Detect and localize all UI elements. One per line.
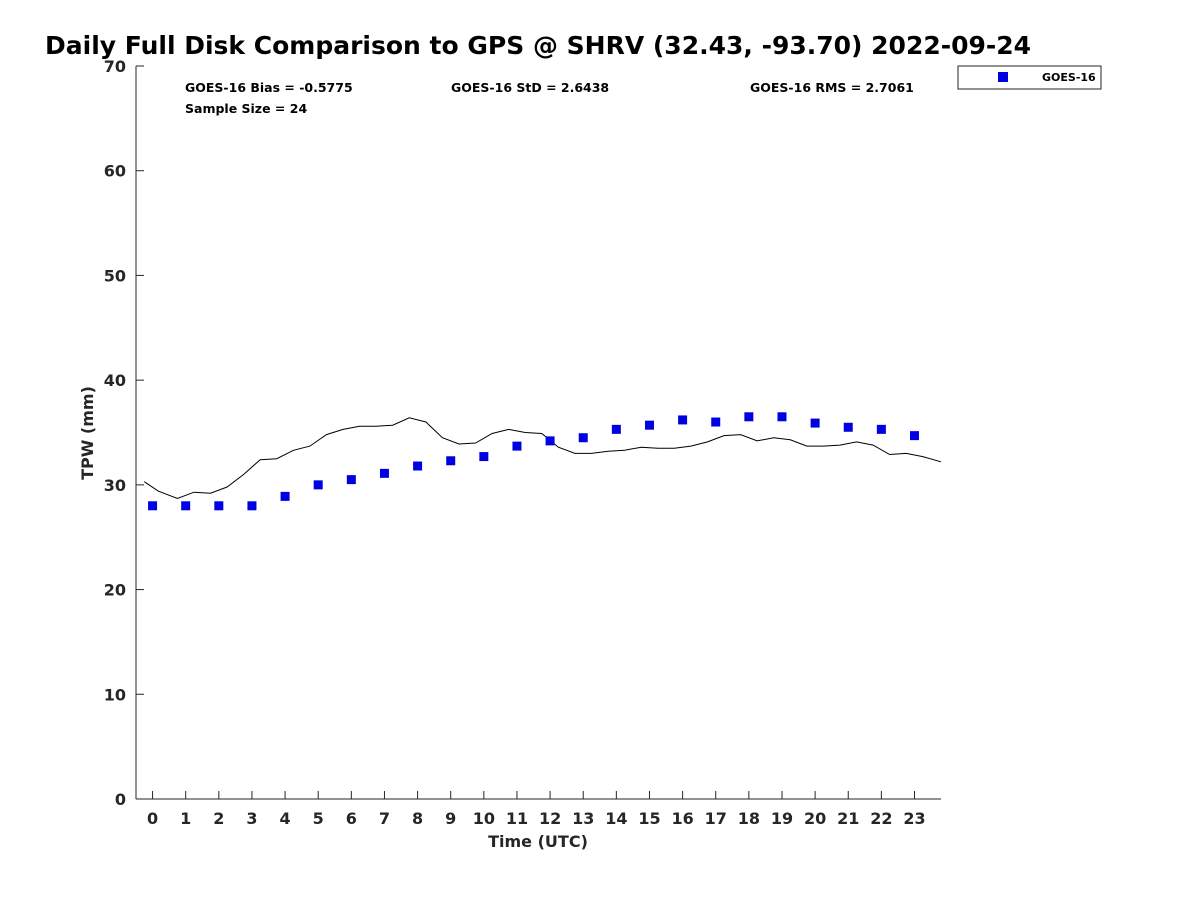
legend-marker-square bbox=[998, 72, 1008, 82]
goes-16-point bbox=[777, 412, 787, 422]
x-tick-label: 4 bbox=[280, 809, 291, 828]
goes-16-point bbox=[413, 461, 423, 471]
x-tick-label: 15 bbox=[638, 809, 660, 828]
x-tick-label: 10 bbox=[473, 809, 495, 828]
x-tick-label: 23 bbox=[903, 809, 925, 828]
gps-series-line bbox=[144, 417, 942, 500]
x-tick-label: 22 bbox=[870, 809, 892, 828]
x-tick-label: 6 bbox=[346, 809, 357, 828]
goes-16-point bbox=[578, 433, 588, 443]
x-axis-label: Time (UTC) bbox=[488, 832, 588, 851]
goes-16-point bbox=[379, 468, 389, 478]
legend: GOES-16 bbox=[957, 65, 1102, 90]
x-tick-label: 16 bbox=[671, 809, 693, 828]
x-tick-label: 14 bbox=[605, 809, 627, 828]
y-tick-label: 60 bbox=[104, 162, 126, 181]
x-tick-label: 7 bbox=[379, 809, 390, 828]
x-tick-label: 1 bbox=[180, 809, 191, 828]
legend-box bbox=[957, 65, 1102, 90]
goes-16-point bbox=[810, 418, 820, 428]
y-tick-label: 70 bbox=[104, 57, 126, 76]
y-tick-label: 40 bbox=[104, 371, 126, 390]
chart-title: Daily Full Disk Comparison to GPS @ SHRV… bbox=[45, 31, 1031, 60]
goes-16-point bbox=[843, 422, 853, 432]
goes-16-point bbox=[644, 420, 654, 430]
y-tick-label: 30 bbox=[104, 476, 126, 495]
goes-16-point bbox=[313, 480, 323, 490]
y-tick-label: 10 bbox=[104, 685, 126, 704]
goes-16-point bbox=[512, 441, 522, 451]
x-tick-label: 0 bbox=[147, 809, 158, 828]
goes-16-point bbox=[909, 431, 919, 441]
x-tick-label: 8 bbox=[412, 809, 423, 828]
x-tick-label: 19 bbox=[771, 809, 793, 828]
y-tick-label: 0 bbox=[115, 790, 126, 809]
x-tick-label: 2 bbox=[213, 809, 224, 828]
goes-16-point bbox=[446, 456, 456, 466]
stat-std: GOES-16 StD = 2.6438 bbox=[451, 80, 609, 95]
goes-16-point bbox=[678, 415, 688, 425]
goes-16-point bbox=[711, 417, 721, 427]
goes-16-point bbox=[876, 424, 886, 434]
goes-16-points bbox=[148, 412, 919, 511]
x-tick-label: 21 bbox=[837, 809, 859, 828]
y-tick-label: 50 bbox=[104, 266, 126, 285]
legend-label: GOES-16 bbox=[1042, 71, 1096, 84]
goes-16-point bbox=[611, 424, 621, 434]
goes-16-point bbox=[545, 436, 555, 446]
x-tick-label: 17 bbox=[705, 809, 727, 828]
stat-sample-size: Sample Size = 24 bbox=[185, 101, 307, 116]
goes-16-point bbox=[148, 501, 158, 511]
x-tick-label: 9 bbox=[445, 809, 456, 828]
goes-16-point bbox=[479, 452, 489, 462]
x-tick-label: 3 bbox=[246, 809, 257, 828]
stat-bias: GOES-16 Bias = -0.5775 bbox=[185, 80, 353, 95]
goes-16-point bbox=[346, 475, 356, 485]
gps-line bbox=[144, 417, 942, 500]
goes-16-point bbox=[181, 501, 191, 511]
goes-16-point bbox=[744, 412, 754, 422]
y-tick-label: 20 bbox=[104, 581, 126, 600]
x-tick-label: 12 bbox=[539, 809, 561, 828]
stats-block: GOES-16 Bias = -0.5775 GOES-16 StD = 2.6… bbox=[185, 80, 914, 116]
x-tick-label: 20 bbox=[804, 809, 826, 828]
x-tick-label: 11 bbox=[506, 809, 528, 828]
goes-16-point bbox=[247, 501, 257, 511]
x-tick-label: 13 bbox=[572, 809, 594, 828]
goes-16-point bbox=[280, 491, 290, 501]
x-tick-label: 18 bbox=[738, 809, 760, 828]
goes-16-point bbox=[214, 501, 224, 511]
x-tick-label: 5 bbox=[313, 809, 324, 828]
stat-rms: GOES-16 RMS = 2.7061 bbox=[750, 80, 914, 95]
y-axis-label: TPW (mm) bbox=[78, 386, 97, 480]
